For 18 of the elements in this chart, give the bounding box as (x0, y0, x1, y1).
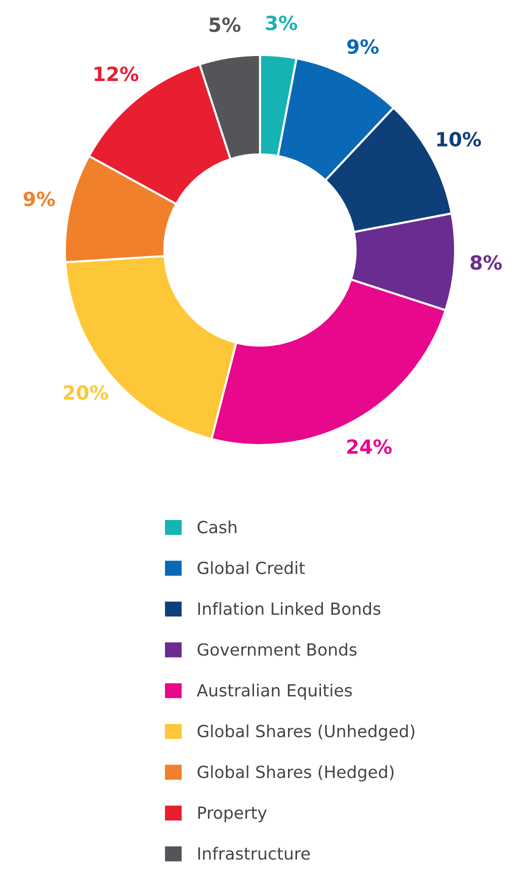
legend-label: Property (198, 806, 267, 822)
data-label: 9% (347, 39, 379, 54)
legend-label: Inflation Linked Bonds (198, 602, 380, 616)
data-label: 24% (347, 439, 392, 454)
legend-label: Global Shares (Unhedged) (198, 724, 414, 741)
data-label: 8% (470, 255, 502, 270)
data-label: 10% (437, 132, 481, 147)
legend-label: Australian Equities (196, 684, 352, 700)
legend-label: Global Shares (Hedged) (198, 765, 394, 782)
legend-label: Infrastructure (198, 846, 310, 860)
data-label: 3% (266, 16, 298, 30)
data-label: 12% (94, 66, 138, 82)
data-label: 20% (64, 385, 108, 400)
data-label: 5% (210, 17, 240, 32)
legend-label: Global Credit (198, 561, 305, 574)
data-label: 9% (24, 192, 55, 206)
legend-label: Cash (198, 520, 236, 534)
legend-label: Government Bonds (198, 642, 357, 656)
